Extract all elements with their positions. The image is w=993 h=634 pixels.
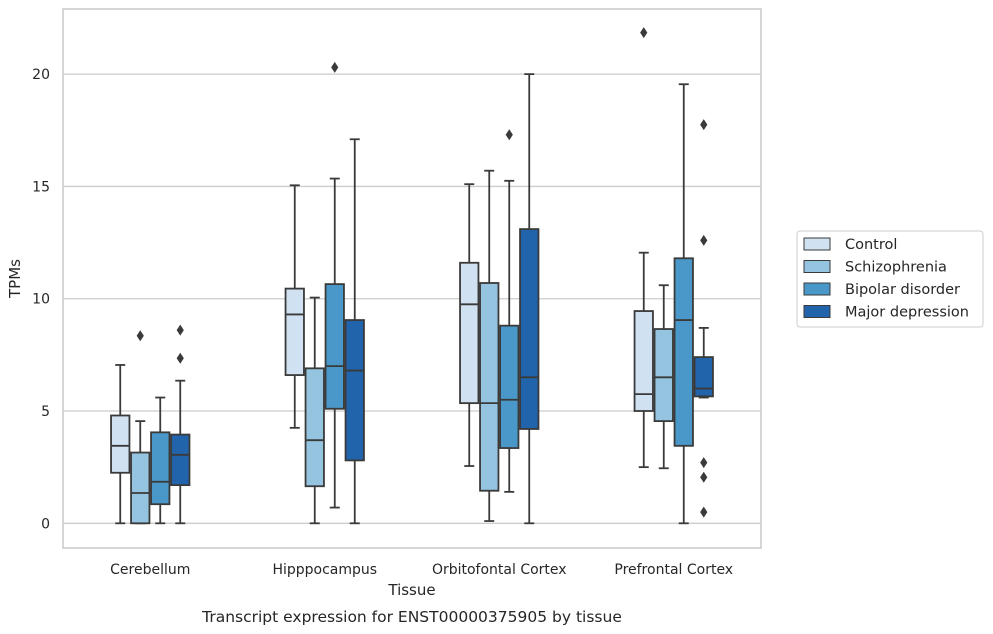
box	[633, 310, 654, 412]
legend-label: Bipolar disorder	[845, 282, 960, 298]
box	[344, 319, 365, 462]
box	[459, 261, 480, 405]
box-group	[499, 129, 520, 493]
x-tick-label: Prefrontal Cortex	[614, 562, 733, 578]
box-group	[170, 324, 191, 525]
outlier-point	[505, 129, 513, 141]
y-tick-labels: 0 5 10 15 20	[32, 67, 50, 532]
box	[304, 367, 325, 488]
chart-caption: Transcript expression for ENST0000037590…	[201, 608, 622, 626]
outlier-point	[700, 234, 708, 246]
box-plots	[110, 27, 714, 525]
outlier-point	[136, 330, 144, 342]
legend-swatch	[803, 237, 831, 251]
y-tick-label: 0	[41, 516, 50, 532]
legend-swatch	[803, 260, 831, 273]
box-group	[673, 83, 694, 525]
legend-swatch	[803, 305, 831, 318]
box-group	[284, 184, 305, 429]
x-tick-label: Cerebellum	[110, 562, 190, 578]
box-group	[693, 119, 714, 518]
box	[519, 228, 540, 430]
legend: Control Schizophrenia Bipolar disorder Majo…	[796, 230, 984, 328]
outlier-point	[700, 506, 708, 518]
outlier-point	[331, 61, 339, 73]
legend-label: Schizophrenia	[845, 260, 947, 276]
outlier-point	[700, 471, 708, 483]
box-group	[150, 396, 171, 525]
legend-frame	[796, 230, 984, 328]
box	[479, 282, 500, 492]
box	[284, 287, 305, 376]
legend-swatch	[803, 282, 831, 296]
x-tick-label: Orbitofontal Cortex	[432, 562, 567, 578]
box	[130, 451, 151, 525]
box-group	[479, 169, 500, 522]
y-tick-label: 20	[32, 67, 50, 83]
box-group	[633, 27, 654, 469]
y-axis-label: TPMs	[6, 259, 24, 299]
outlier-point	[700, 457, 708, 469]
box	[170, 433, 191, 487]
box	[110, 414, 131, 474]
box	[499, 324, 520, 449]
box	[150, 431, 171, 506]
box	[693, 356, 714, 398]
legend-label: Control	[845, 237, 897, 253]
x-tick-label: Hipppocampus	[272, 562, 377, 578]
plot-frame	[62, 8, 762, 549]
box-group	[304, 296, 325, 525]
outlier-point	[640, 27, 648, 39]
y-tick-label: 10	[32, 292, 50, 308]
box-group	[110, 364, 131, 525]
x-tick-labels: Cerebellum Hipppocampus Orbitofontal Corte…	[110, 562, 733, 578]
legend-label: Major depression	[845, 305, 969, 321]
box-group	[344, 138, 365, 525]
outlier-point	[176, 324, 184, 336]
x-axis-label: Tissue	[387, 581, 435, 599]
box	[653, 328, 674, 423]
box	[673, 257, 694, 447]
box	[324, 283, 345, 410]
y-tick-label: 15	[32, 179, 50, 195]
box-group	[653, 284, 674, 470]
outlier-point	[700, 119, 708, 131]
y-tick-label: 5	[41, 404, 50, 420]
box-group	[130, 330, 151, 525]
outlier-point	[176, 352, 184, 364]
box-group	[324, 61, 345, 509]
box-group	[519, 73, 540, 525]
box-group	[459, 183, 480, 467]
